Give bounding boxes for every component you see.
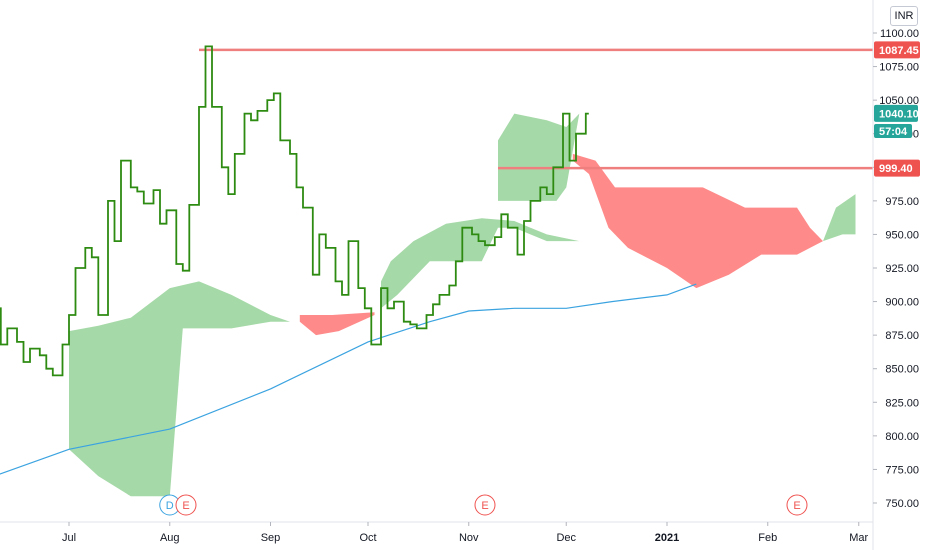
time-tick-label: Aug (160, 532, 180, 544)
price-tick-label: 1100.00 (880, 28, 919, 40)
price-series (0, 45, 589, 377)
price-tick-label: 975.00 (885, 196, 919, 208)
time-tick-label: Dec (556, 532, 576, 544)
event-marker-circle (474, 494, 496, 516)
cloud-bull (498, 113, 580, 201)
price-label-box (874, 104, 918, 122)
event-marker-label: E (182, 500, 189, 512)
price-tick-label: 1050.00 (879, 95, 919, 107)
time-tick-label: Mar (849, 532, 868, 544)
event-marker-circle (786, 494, 808, 516)
cloud-bear (299, 312, 375, 336)
time-tick-label: Jul (62, 532, 76, 544)
price-label-countdown: 57:04 (874, 124, 912, 139)
ichimoku-cloud (69, 113, 856, 497)
price-tick-label: 875.00 (885, 330, 919, 342)
time-tick-label: Oct (359, 532, 376, 544)
event-marker-label: E (793, 500, 800, 512)
price-tick-label: 850.00 (885, 364, 919, 376)
price-label-text: 999.40 (879, 163, 913, 175)
cloud-bear (572, 153, 823, 289)
event-marker-label: D (166, 500, 174, 512)
moving-average-line (0, 283, 697, 475)
price-tick-label: 800.00 (885, 431, 919, 443)
price-label-level: 999.40 (874, 159, 920, 177)
time-axis[interactable]: Jul Aug Sep Oct Nov Dec 2021 Feb Mar (0, 521, 873, 544)
event-marker-d[interactable]: D (159, 494, 181, 516)
price-label-level: 1087.45 (874, 41, 920, 59)
event-marker-e[interactable]: E (474, 494, 496, 516)
event-marker-circle (175, 494, 197, 516)
event-marker-e[interactable]: E (175, 494, 197, 516)
price-label-box (874, 124, 912, 139)
cloud-bull (823, 194, 856, 242)
time-tick-label: 2021 (655, 532, 679, 544)
price-tick-label: 950.00 (885, 229, 919, 241)
price-tick-label: 775.00 (885, 464, 919, 476)
price-label-box (874, 41, 920, 59)
cloud-bull (69, 281, 307, 497)
time-tick-label: Feb (758, 532, 777, 544)
event-marker-e[interactable]: E (786, 494, 808, 516)
event-marker-label: E (481, 500, 488, 512)
price-label-current: 1040.10 (874, 104, 919, 122)
moving-average-path (0, 283, 697, 475)
price-label-text: 57:04 (879, 126, 908, 138)
price-tick-label: 925.00 (885, 263, 919, 275)
price-step-line (0, 45, 589, 377)
price-axis-labels: 1087.45 1040.10 57:04 999.40 (874, 41, 920, 177)
price-label-text: 1087.45 (879, 45, 919, 57)
price-tick-label: 750.00 (885, 498, 919, 510)
currency-badge[interactable]: INR (890, 6, 918, 26)
price-tick-label: 900.00 (885, 297, 919, 309)
price-tick-label: 825.00 (885, 397, 919, 409)
time-tick-label: Sep (261, 532, 281, 544)
time-tick-label: Nov (459, 532, 479, 544)
price-label-box (874, 159, 920, 177)
price-label-text: 1040.10 (879, 108, 919, 120)
price-tick-label: 1075.00 (879, 62, 919, 74)
price-axis[interactable]: 1100.001075.001050.001025.001000.00975.0… (872, 0, 919, 550)
cloud-bull (381, 218, 580, 309)
